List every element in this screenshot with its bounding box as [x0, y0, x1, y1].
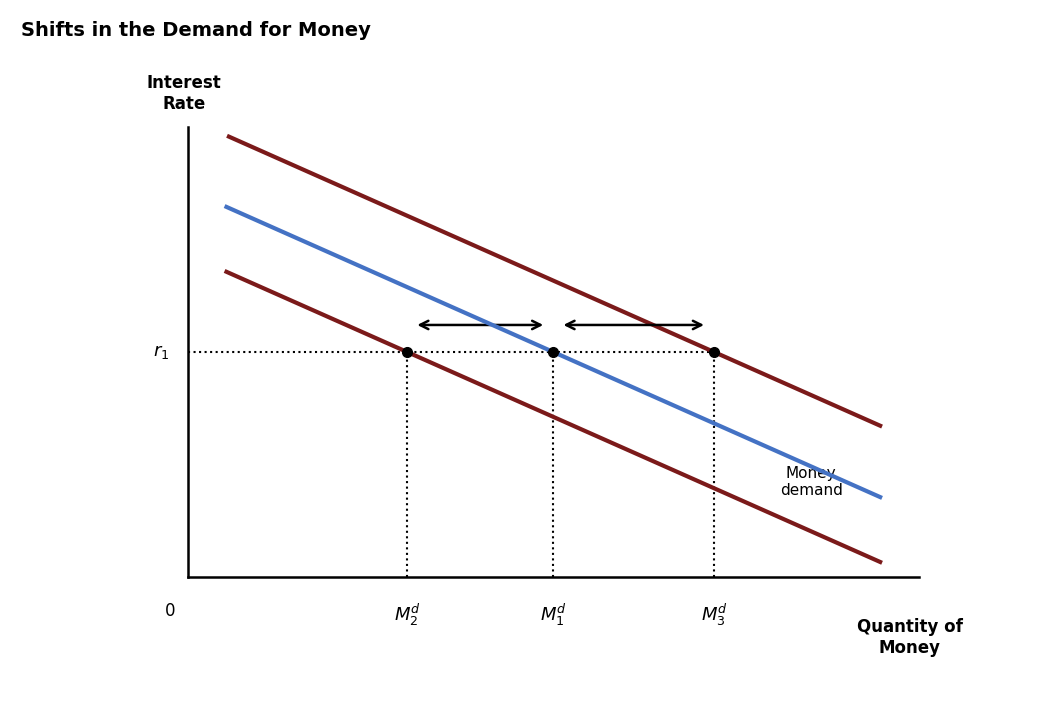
- Text: $M_2^d$: $M_2^d$: [394, 602, 421, 628]
- Text: Quantity of
Money: Quantity of Money: [857, 618, 963, 657]
- Text: 0: 0: [164, 602, 175, 620]
- Text: $M_3^d$: $M_3^d$: [701, 602, 728, 628]
- Text: $r_1$: $r_1$: [153, 343, 169, 361]
- Text: Shifts in the Demand for Money: Shifts in the Demand for Money: [21, 21, 371, 40]
- Text: Money
demand: Money demand: [780, 466, 843, 498]
- Text: $M_1^d$: $M_1^d$: [540, 602, 567, 628]
- Text: Interest
Rate: Interest Rate: [147, 75, 221, 113]
